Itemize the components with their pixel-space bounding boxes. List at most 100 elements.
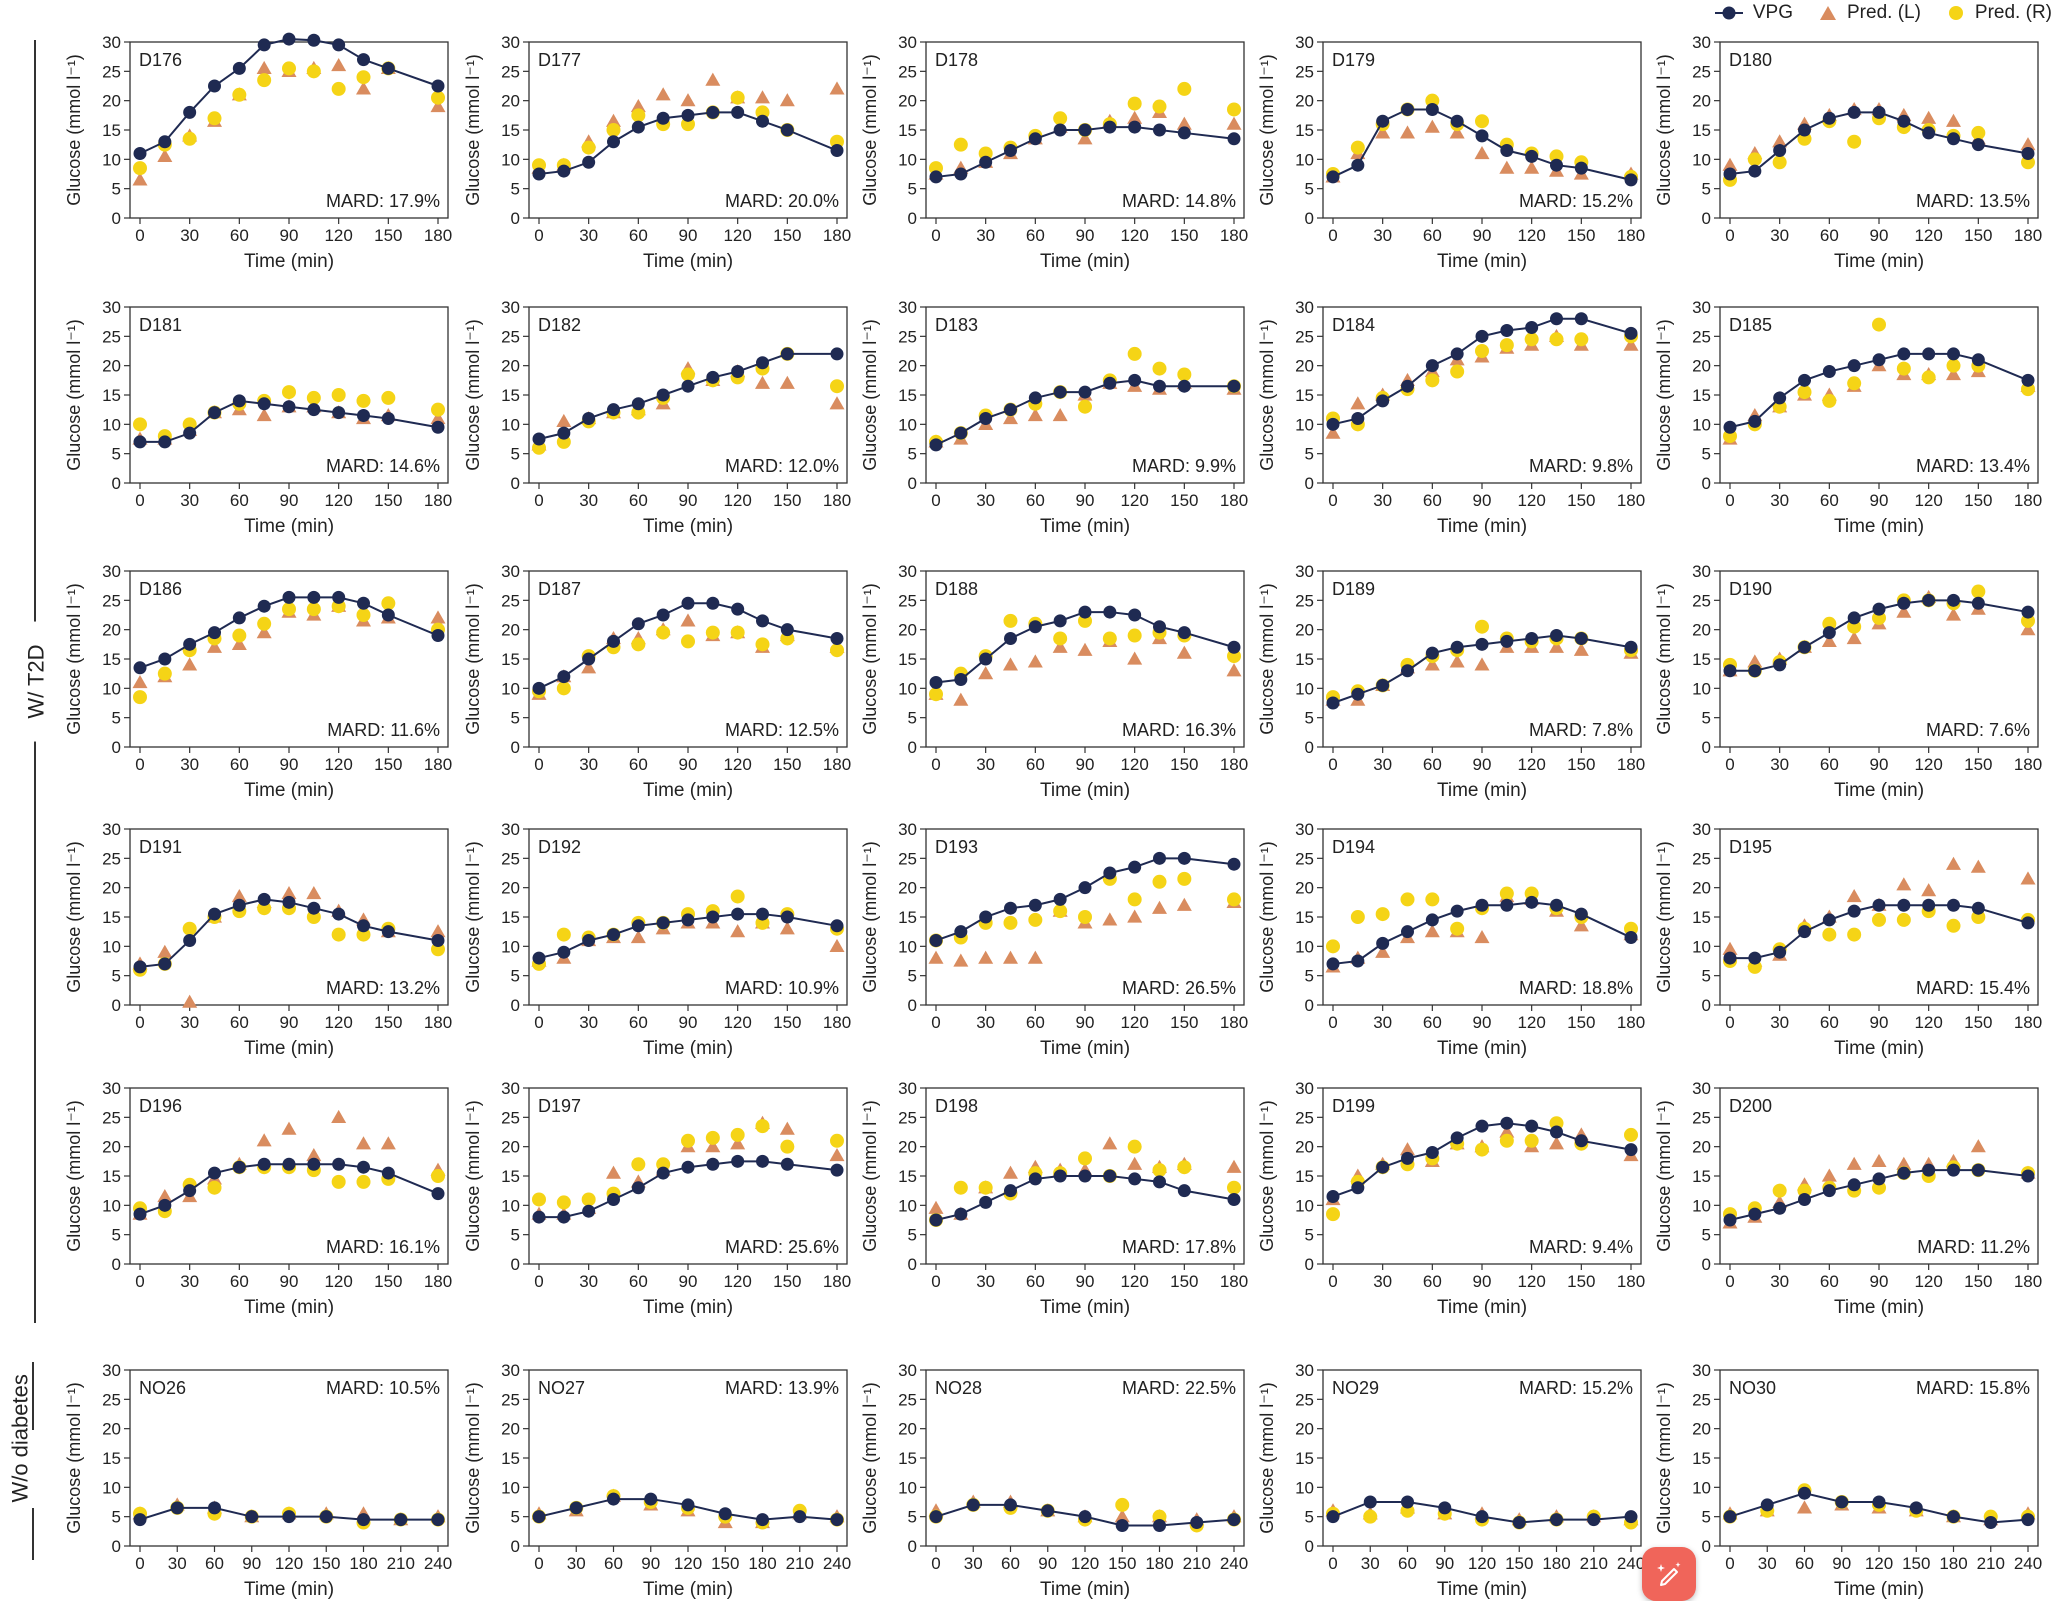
pred-r-marker xyxy=(830,379,844,394)
panel-id-label: D180 xyxy=(1729,50,1772,70)
vpg-marker xyxy=(830,1163,844,1177)
pred-r-marker xyxy=(331,927,346,942)
pred-l-marker xyxy=(256,408,272,422)
x-tick-label: 150 xyxy=(374,226,402,245)
vpg-marker xyxy=(656,388,670,402)
vpg-marker xyxy=(1550,1125,1563,1139)
x-tick-label: 30 xyxy=(579,226,598,245)
vpg-marker xyxy=(431,629,445,643)
vpg-marker xyxy=(1401,1151,1414,1165)
pred-l-marker xyxy=(356,1136,371,1150)
x-tick-label: 180 xyxy=(1220,226,1248,245)
pred-r-marker xyxy=(730,1127,745,1142)
x-tick-label: 180 xyxy=(1542,1554,1570,1573)
pred-r-marker xyxy=(356,70,371,85)
vpg-marker xyxy=(1512,1516,1526,1530)
x-tick-label: 30 xyxy=(567,1554,586,1573)
panel-id-label: D190 xyxy=(1729,579,1772,599)
vpg-marker xyxy=(1401,925,1414,939)
y-tick-label: 15 xyxy=(1692,1449,1711,1468)
vpg-marker xyxy=(1475,1119,1489,1133)
y-tick-label: 25 xyxy=(501,1108,520,1127)
vpg-marker xyxy=(1028,898,1042,912)
pred-r-marker xyxy=(133,161,147,176)
y-tick-label: 20 xyxy=(1692,1420,1711,1439)
mard-label: MARD: 7.8% xyxy=(1529,720,1633,740)
y-tick-label: 5 xyxy=(112,709,121,728)
pred-r-marker xyxy=(1053,631,1068,646)
pred-r-marker xyxy=(1450,364,1465,379)
vpg-marker xyxy=(1376,678,1390,692)
y-tick-label: 0 xyxy=(511,209,520,228)
vpg-marker xyxy=(706,910,720,924)
pred-r-marker xyxy=(306,64,321,79)
vpg-marker xyxy=(319,1510,333,1524)
x-axis-label: Time (min) xyxy=(244,780,334,801)
pred-l-marker xyxy=(306,1147,322,1162)
y-tick-label: 0 xyxy=(112,1255,121,1274)
x-tick-label: 120 xyxy=(723,1272,751,1291)
y-tick-label: 10 xyxy=(501,150,520,169)
y-tick-label: 30 xyxy=(102,1079,121,1098)
panel-id-label: D183 xyxy=(935,315,978,335)
y-tick-label: 0 xyxy=(511,1537,520,1556)
vpg-marker xyxy=(208,406,221,420)
chart-panel-d176: 0 5 10 15 20 25 30 0 30 60 90 120 150 180 Time (min) Gl… xyxy=(64,32,452,272)
y-tick-label: 5 xyxy=(1702,1508,1711,1527)
x-tick-label: 120 xyxy=(1914,755,1942,774)
x-tick-label: 60 xyxy=(1001,1554,1020,1573)
y-tick-label: 15 xyxy=(102,386,121,405)
x-tick-label: 60 xyxy=(1026,1272,1045,1291)
mard-label: MARD: 13.9% xyxy=(725,1378,839,1398)
pred-r-marker xyxy=(1078,910,1092,924)
pred-r-marker xyxy=(1847,134,1862,149)
pred-r-marker xyxy=(1822,393,1837,408)
x-tick-label: 180 xyxy=(2014,755,2042,774)
vpg-marker xyxy=(158,135,172,149)
vpg-marker xyxy=(431,420,445,434)
vpg-marker xyxy=(1078,123,1092,137)
vpg-marker xyxy=(1550,312,1563,326)
x-tick-label: 30 xyxy=(1770,491,1789,510)
pred-l-marker xyxy=(953,953,969,967)
y-tick-label: 25 xyxy=(102,1390,121,1409)
pred-l-marker xyxy=(779,1121,795,1135)
x-tick-label: 60 xyxy=(629,226,648,245)
pred-r-marker xyxy=(730,625,745,640)
pred-l-marker xyxy=(556,413,572,428)
vpg-marker xyxy=(731,907,745,921)
y-tick-label: 5 xyxy=(511,445,520,464)
y-tick-label: 5 xyxy=(511,709,520,728)
pred-l-marker xyxy=(1127,909,1143,923)
edit-fab-button[interactable] xyxy=(1642,1547,1696,1601)
x-tick-label: 90 xyxy=(1473,1013,1492,1032)
y-axis-label: Glucose (mmol l⁻¹) xyxy=(463,1100,483,1252)
y-tick-label: 20 xyxy=(1295,621,1314,640)
y-tick-label: 15 xyxy=(898,1167,917,1186)
pred-r-marker xyxy=(1475,1142,1489,1157)
x-tick-label: 120 xyxy=(324,491,352,510)
x-tick-label: 90 xyxy=(1076,226,1095,245)
vpg-marker xyxy=(1624,1510,1638,1524)
vpg-marker xyxy=(1500,1116,1514,1130)
vpg-marker xyxy=(1376,1160,1390,1174)
x-tick-label: 150 xyxy=(1964,226,1992,245)
vpg-marker xyxy=(756,114,769,128)
panel-id-label: D192 xyxy=(538,837,581,857)
vpg-marker xyxy=(307,1157,321,1171)
vpg-marker xyxy=(1326,1190,1340,1204)
x-tick-label: 60 xyxy=(1820,491,1839,510)
y-axis-label: Glucose (mmol l⁻¹) xyxy=(64,1100,84,1252)
y-tick-label: 20 xyxy=(1692,92,1711,111)
y-tick-label: 25 xyxy=(1295,327,1314,346)
x-tick-label: 30 xyxy=(1361,1554,1380,1573)
pred-l-marker xyxy=(256,60,272,75)
vpg-marker xyxy=(1822,111,1836,125)
y-tick-label: 15 xyxy=(898,1449,917,1468)
x-axis-label: Time (min) xyxy=(1437,780,1527,801)
vpg-marker xyxy=(1922,593,1936,607)
x-tick-label: 120 xyxy=(1517,491,1545,510)
panel-id-label: D198 xyxy=(935,1096,978,1116)
pred-r-marker xyxy=(1549,332,1564,347)
y-tick-label: 15 xyxy=(501,650,520,669)
